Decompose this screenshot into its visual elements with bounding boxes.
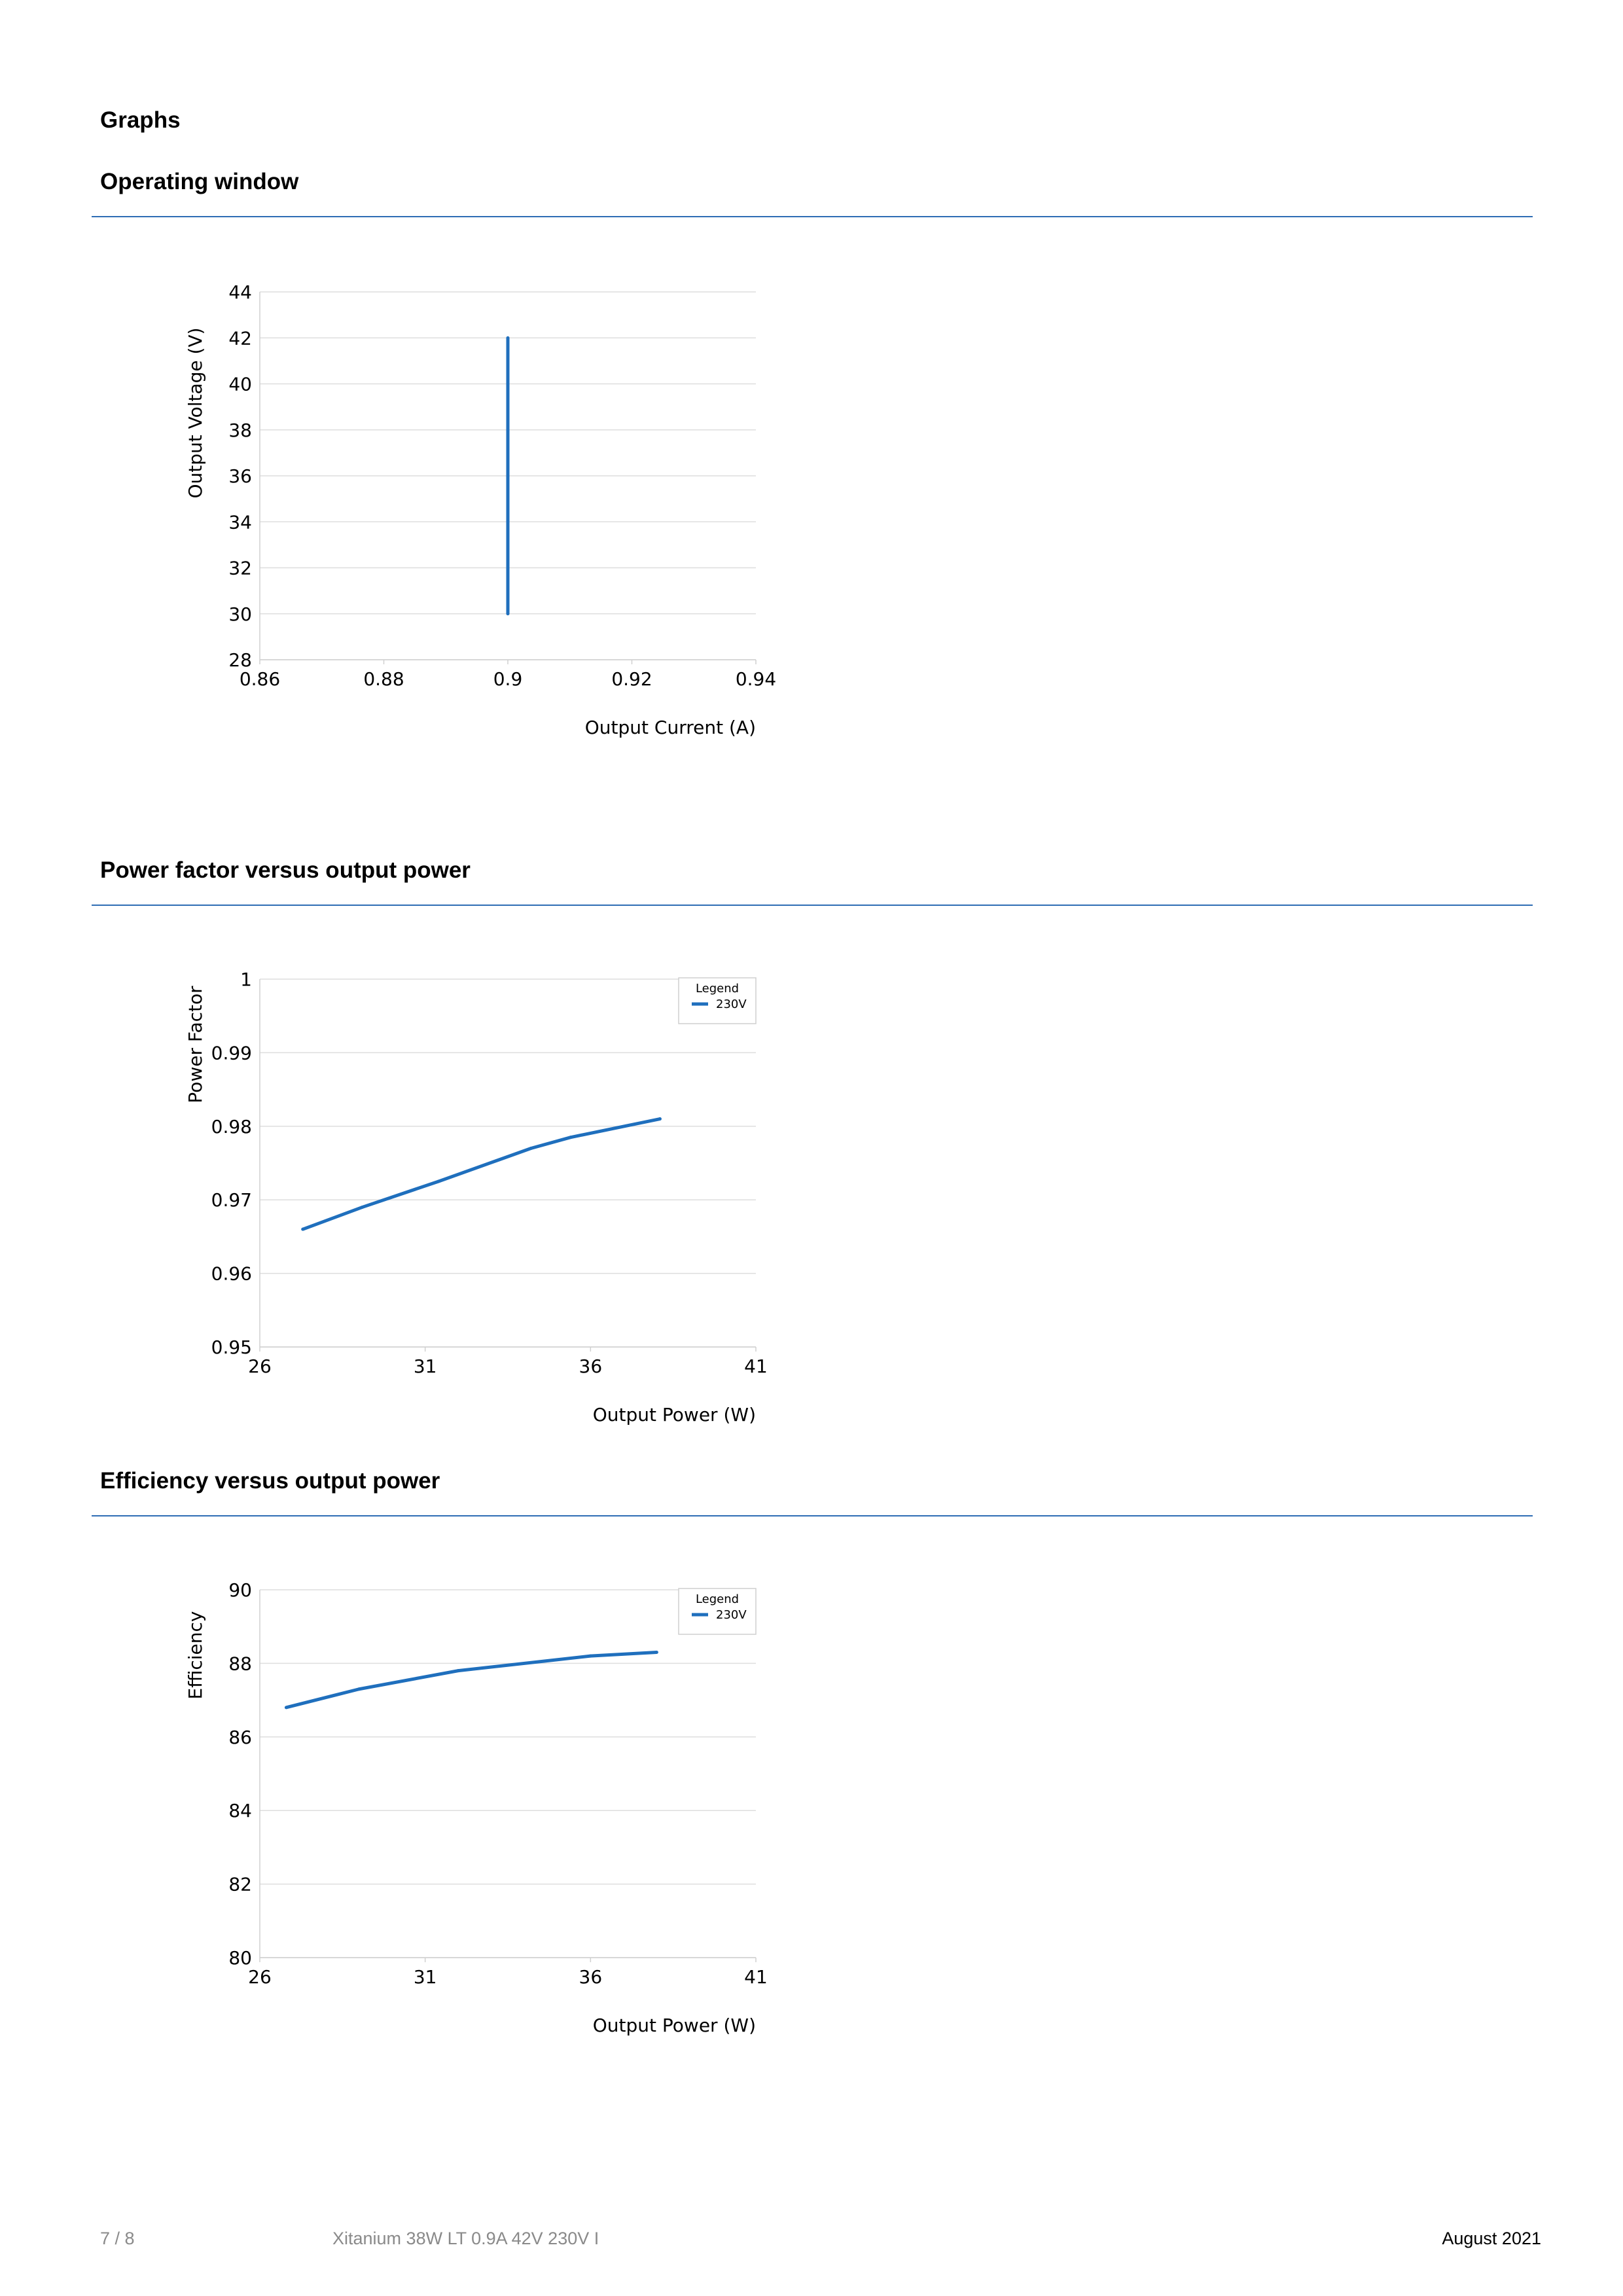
x-tick-label: 0.94 <box>736 668 776 690</box>
data-point <box>361 1205 365 1209</box>
y-tick-label: 42 <box>228 327 252 349</box>
y-tick-label: 36 <box>228 465 252 487</box>
y-tick-label: 1 <box>240 969 252 990</box>
section-title-power-factor: Power factor versus output power <box>100 857 471 883</box>
operating-window-chart: 28 30 32 34 36 38 40 42 44 0.86 0.88 0.9 0.92 0.94 Out… <box>185 281 776 738</box>
y-axis-title: Efficiency <box>185 1611 206 1700</box>
x-tick-label: 41 <box>744 1355 768 1377</box>
page-heading: Graphs <box>100 107 181 133</box>
y-tick-label: 0.99 <box>211 1042 252 1064</box>
x-axis-title: Output Power (W) <box>593 2015 756 2036</box>
y-tick-label: 0.98 <box>211 1116 252 1138</box>
x-tick-label: 31 <box>414 1355 437 1377</box>
data-point <box>506 336 510 340</box>
legend-label: 230V <box>716 1608 747 1622</box>
legend-box <box>678 977 757 1024</box>
data-point <box>437 1179 440 1183</box>
series-line <box>285 1651 657 1710</box>
data-point <box>506 612 510 616</box>
x-tick-label: 26 <box>248 1355 272 1377</box>
y-tick-label: 84 <box>228 1800 252 1821</box>
footer-page-number: 7 / 8 <box>100 2229 135 2248</box>
y-tick-label: 82 <box>228 1874 252 1895</box>
power-factor-chart: 0.95 0.96 0.97 0.98 0.99 1 26 31 36 41 Output Powe… <box>185 969 768 1426</box>
data-point <box>529 1147 533 1151</box>
x-tick-label: 36 <box>579 1355 603 1377</box>
y-tick-label: 0.95 <box>211 1336 252 1358</box>
y-axis-title: Output Voltage (V) <box>185 327 206 498</box>
y-tick-label: 44 <box>228 281 252 303</box>
data-point <box>357 1687 361 1691</box>
x-tick-label: 36 <box>579 1966 603 1988</box>
series-line <box>302 1117 660 1231</box>
data-point <box>301 1227 305 1231</box>
x-axis-title: Output Power (W) <box>593 1404 756 1426</box>
footer-product-name: Xitanium 38W LT 0.9A 42V 230V I <box>332 2229 599 2248</box>
y-tick-label: 30 <box>228 603 252 625</box>
legend-label: 230V <box>716 997 747 1011</box>
y-tick-label: 38 <box>228 420 252 441</box>
data-point <box>569 1136 573 1139</box>
x-tick-label: 0.92 <box>611 668 652 690</box>
x-tick-label: 0.88 <box>363 668 404 690</box>
x-tick-label: 41 <box>744 1966 768 1988</box>
y-tick-label: 90 <box>228 1579 252 1601</box>
footer-date: August 2021 <box>1442 2229 1541 2248</box>
y-tick-label: 80 <box>228 1947 252 1969</box>
y-tick-label: 40 <box>228 374 252 395</box>
efficiency-chart: 80 82 84 86 88 90 26 31 36 41 Output Power (W) Effi… <box>185 1579 768 2036</box>
y-tick-label: 86 <box>228 1727 252 1748</box>
legend: Legend 230V <box>678 1588 757 1635</box>
section-divider <box>92 216 1533 217</box>
data-point <box>588 1654 592 1658</box>
x-tick-label: 0.9 <box>493 668 523 690</box>
section-divider <box>92 905 1533 906</box>
data-point <box>284 1706 288 1710</box>
legend-box <box>678 1588 757 1635</box>
y-axis-title: Power Factor <box>185 986 206 1103</box>
y-tick-label: 34 <box>228 511 252 533</box>
y-tick-label: 0.96 <box>211 1263 252 1285</box>
x-tick-label: 26 <box>248 1966 272 1988</box>
data-point <box>658 1117 662 1121</box>
x-tick-label: 0.86 <box>240 668 280 690</box>
y-tick-label: 0.97 <box>211 1189 252 1211</box>
section-title-efficiency: Efficiency versus output power <box>100 1468 440 1494</box>
y-tick-label: 88 <box>228 1653 252 1674</box>
data-point <box>654 1651 658 1655</box>
y-tick-label: 28 <box>228 649 252 671</box>
section-title-operating-window: Operating window <box>100 169 299 194</box>
data-point <box>456 1669 460 1673</box>
x-tick-label: 31 <box>414 1966 437 1988</box>
legend-title: Legend <box>696 1592 739 1606</box>
section-divider <box>92 1515 1533 1516</box>
y-tick-label: 32 <box>228 558 252 579</box>
x-axis-title: Output Current (A) <box>585 717 756 738</box>
legend-title: Legend <box>696 982 739 996</box>
